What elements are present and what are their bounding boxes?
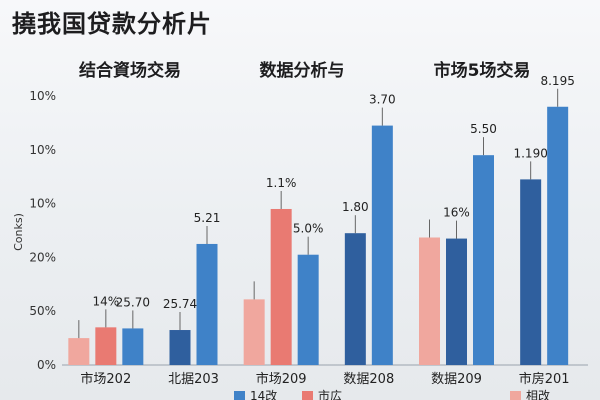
bar — [547, 106, 569, 365]
data-label: 5.21 — [194, 211, 221, 225]
y-tick-label: 10% — [29, 197, 56, 211]
data-label: 14% — [92, 294, 119, 308]
legend-label: 相改 — [526, 389, 550, 400]
y-tick-label: 0% — [37, 358, 56, 372]
bar — [446, 238, 467, 365]
data-label: 25.74 — [163, 297, 197, 311]
section-title-2: 数据分析与 — [259, 61, 345, 81]
data-label: 5.50 — [470, 122, 497, 136]
y-axis-label: Conks) — [12, 213, 25, 251]
bar — [297, 254, 319, 365]
bar — [95, 327, 117, 365]
section-title-1: 结合資场交易 — [79, 61, 181, 81]
y-tick-label: 20% — [29, 250, 56, 264]
data-label: 3.70 — [369, 93, 396, 107]
legend-swatch — [302, 391, 313, 400]
y-tick-label: 50% — [29, 304, 56, 318]
bar — [270, 208, 292, 365]
category-label: 数据209 — [431, 372, 482, 387]
page-title: 撓我国贷款分析片 — [12, 10, 212, 38]
bar — [243, 299, 265, 365]
legend-swatch — [510, 391, 521, 400]
bar — [473, 155, 494, 365]
bar — [68, 338, 90, 365]
bar — [122, 328, 144, 365]
legend-swatch — [234, 391, 245, 400]
bar — [419, 237, 440, 365]
data-label: 1.80 — [342, 200, 369, 214]
category-label: 市场202 — [80, 371, 131, 387]
section-title-3: 市场5场交易 — [433, 61, 531, 81]
data-label: 16% — [443, 206, 470, 220]
bar — [371, 125, 393, 365]
legend-label: 市広 — [318, 388, 342, 400]
data-label: 1.190 — [513, 146, 547, 160]
category-label: 数据208 — [343, 372, 394, 387]
bar — [196, 243, 218, 365]
data-label: 25.70 — [116, 295, 150, 309]
legend-label: 14改 — [250, 389, 277, 400]
data-label: 1.1% — [266, 176, 297, 190]
data-label: 8.195 — [540, 74, 574, 88]
bar — [169, 330, 191, 365]
data-label: 5.0% — [293, 222, 324, 236]
category-label: 市房201 — [519, 371, 570, 387]
bar — [520, 179, 542, 365]
category-label: 市场209 — [256, 371, 307, 387]
y-tick-label: 10% — [29, 89, 56, 103]
bar — [344, 233, 366, 365]
y-tick-label: 10% — [29, 143, 56, 157]
category-label: 北据203 — [168, 372, 219, 387]
